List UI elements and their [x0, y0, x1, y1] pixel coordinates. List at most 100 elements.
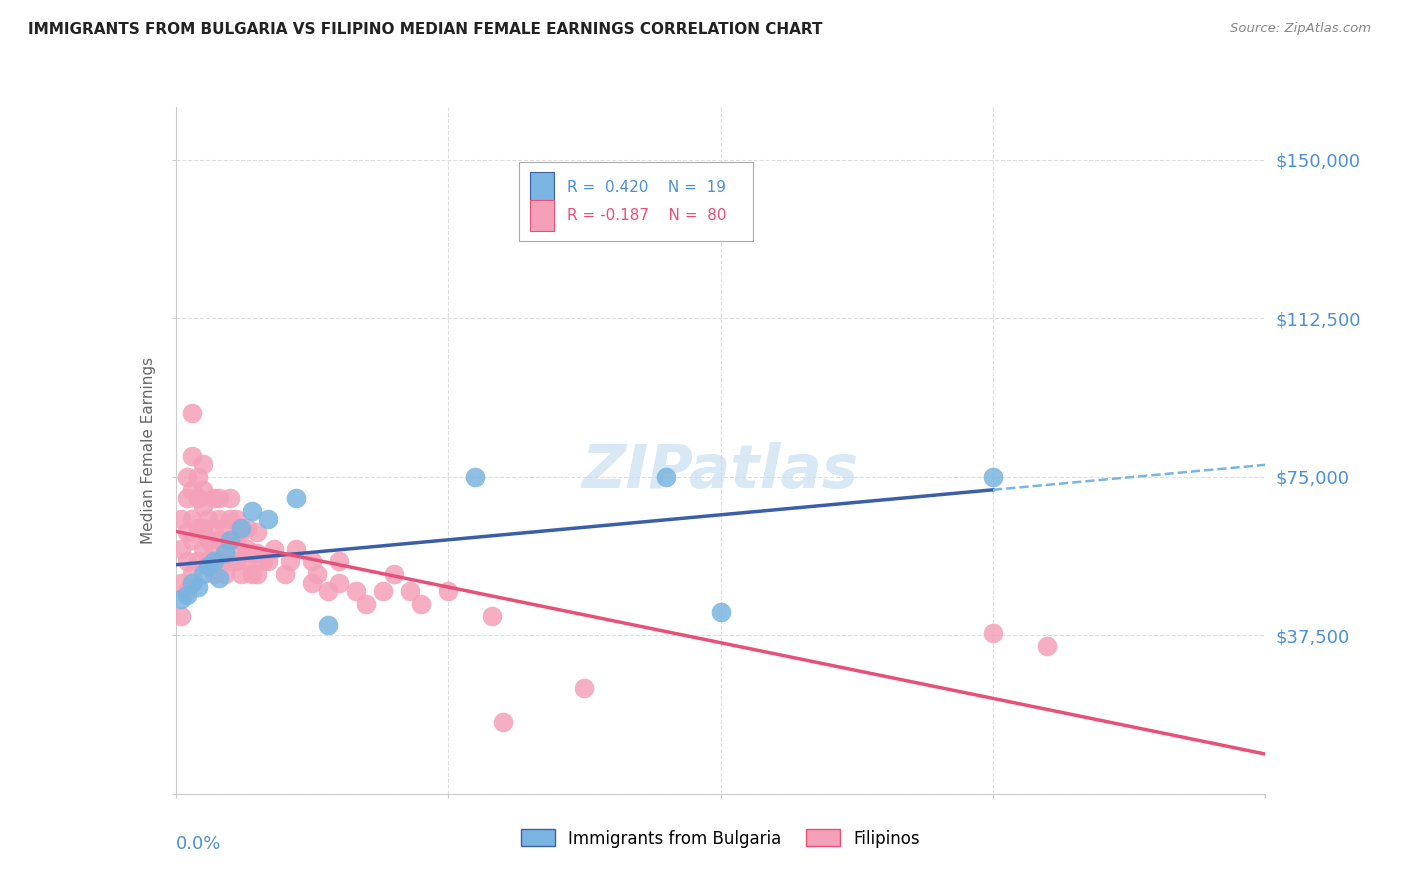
- Point: [301, 575, 323, 590]
- Point: [186, 580, 209, 594]
- Point: [231, 546, 253, 560]
- Text: R =  0.420    N =  19: R = 0.420 N = 19: [567, 180, 725, 195]
- Point: [246, 567, 269, 582]
- Y-axis label: Median Female Earnings: Median Female Earnings: [141, 357, 156, 544]
- Point: [214, 567, 236, 582]
- Point: [246, 524, 269, 539]
- Point: [197, 512, 219, 526]
- Point: [219, 533, 242, 548]
- Point: [176, 554, 198, 568]
- Point: [181, 533, 204, 548]
- Point: [176, 470, 198, 484]
- Point: [186, 520, 209, 534]
- Point: [186, 470, 209, 484]
- Point: [284, 541, 307, 556]
- Text: R = -0.187    N =  80: R = -0.187 N = 80: [567, 208, 727, 223]
- Point: [225, 512, 247, 526]
- Point: [176, 491, 198, 505]
- Point: [318, 617, 340, 632]
- Point: [186, 491, 209, 505]
- Point: [202, 491, 225, 505]
- Point: [191, 541, 214, 556]
- Point: [307, 567, 329, 582]
- Point: [231, 524, 253, 539]
- Point: [202, 567, 225, 582]
- Point: [655, 470, 678, 484]
- Point: [246, 546, 269, 560]
- Point: [257, 554, 280, 568]
- Point: [202, 520, 225, 534]
- Point: [252, 554, 274, 568]
- Point: [191, 520, 214, 534]
- Point: [318, 584, 340, 599]
- Point: [202, 554, 225, 568]
- Point: [191, 500, 214, 514]
- Text: Source: ZipAtlas.com: Source: ZipAtlas.com: [1230, 22, 1371, 36]
- Point: [235, 554, 257, 568]
- Point: [170, 609, 193, 624]
- Point: [214, 546, 236, 560]
- Point: [278, 554, 301, 568]
- Point: [231, 520, 253, 534]
- Point: [328, 554, 350, 568]
- Point: [197, 558, 219, 573]
- Point: [170, 592, 193, 607]
- Point: [219, 512, 242, 526]
- Point: [208, 491, 231, 505]
- Point: [191, 567, 214, 582]
- Point: [710, 605, 733, 619]
- Text: ZIPatlas: ZIPatlas: [582, 442, 859, 500]
- Point: [356, 597, 378, 611]
- Point: [240, 567, 263, 582]
- Point: [208, 512, 231, 526]
- Point: [170, 575, 193, 590]
- Point: [240, 546, 263, 560]
- Point: [481, 609, 503, 624]
- Point: [492, 714, 515, 729]
- Point: [208, 571, 231, 585]
- FancyBboxPatch shape: [530, 172, 554, 203]
- Point: [181, 483, 204, 497]
- Point: [981, 626, 1004, 640]
- Point: [437, 584, 460, 599]
- Point: [1036, 639, 1059, 653]
- Point: [176, 584, 198, 599]
- Point: [214, 541, 236, 556]
- Point: [170, 541, 193, 556]
- Point: [176, 524, 198, 539]
- Point: [981, 470, 1004, 484]
- Point: [274, 567, 297, 582]
- Point: [219, 533, 242, 548]
- Point: [197, 533, 219, 548]
- Point: [208, 554, 231, 568]
- Point: [263, 541, 285, 556]
- Point: [235, 520, 257, 534]
- Point: [197, 554, 219, 568]
- Legend: Immigrants from Bulgaria, Filipinos: Immigrants from Bulgaria, Filipinos: [515, 822, 927, 855]
- Point: [208, 533, 231, 548]
- Point: [181, 512, 204, 526]
- Point: [214, 520, 236, 534]
- Point: [301, 554, 323, 568]
- Point: [181, 449, 204, 463]
- Point: [574, 681, 596, 696]
- Point: [231, 567, 253, 582]
- Point: [371, 584, 394, 599]
- Point: [240, 504, 263, 518]
- Point: [181, 575, 204, 590]
- Point: [191, 457, 214, 471]
- Point: [170, 512, 193, 526]
- Point: [186, 554, 209, 568]
- Point: [225, 533, 247, 548]
- Point: [219, 554, 242, 568]
- Text: IMMIGRANTS FROM BULGARIA VS FILIPINO MEDIAN FEMALE EARNINGS CORRELATION CHART: IMMIGRANTS FROM BULGARIA VS FILIPINO MED…: [28, 22, 823, 37]
- Point: [284, 491, 307, 505]
- Point: [344, 584, 367, 599]
- Point: [409, 597, 432, 611]
- Point: [328, 575, 350, 590]
- Point: [464, 470, 486, 484]
- Point: [257, 512, 280, 526]
- Point: [382, 567, 405, 582]
- Point: [399, 584, 422, 599]
- Point: [176, 588, 198, 602]
